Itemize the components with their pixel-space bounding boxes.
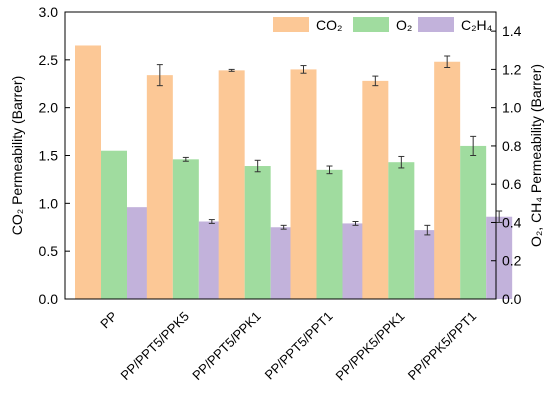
right-axis-label: O₂, CH₄ Permeability (Barrer)	[528, 64, 544, 247]
bar	[218, 70, 245, 300]
left-tick-label: 1.0	[39, 195, 59, 211]
legend-label: C₂H₄	[461, 17, 493, 33]
bar	[362, 80, 389, 299]
bar	[460, 145, 487, 299]
bar	[146, 75, 173, 299]
left-axis-label: CO₂ Permeability (Barrer)	[9, 76, 25, 235]
left-tick-label: 2.0	[39, 100, 59, 116]
bar	[172, 159, 199, 299]
bars-layer	[75, 45, 513, 300]
left-tick-label: 0.0	[39, 291, 59, 307]
legend: CO₂ O₂ C₂H₄	[273, 17, 493, 33]
left-tick-label: 0.5	[39, 243, 59, 259]
legend-swatch	[418, 17, 454, 32]
left-tick-label: 1.5	[39, 148, 59, 164]
legend-swatch	[353, 17, 389, 32]
bar	[388, 162, 415, 299]
bar	[290, 69, 317, 300]
bar	[244, 166, 271, 299]
right-tick-label: 0.6	[502, 176, 522, 192]
x-tick-label: PP/PPK5/PPK1	[332, 309, 407, 384]
left-tick-label: 2.5	[39, 52, 59, 68]
right-tick-label: 1.0	[502, 100, 522, 116]
right-tick-label: 0.4	[502, 214, 522, 230]
right-tick-label: 0.8	[502, 138, 522, 154]
right-tick-label: 0.0	[502, 291, 522, 307]
x-tick-label: PP	[97, 309, 120, 332]
bar	[486, 216, 513, 299]
right-tick-label: 1.2	[502, 61, 522, 77]
bar	[316, 169, 343, 299]
left-tick-label: 3.0	[39, 4, 59, 20]
x-tick-label: PP/PPT5/PPT1	[262, 309, 336, 383]
right-tick-label: 0.2	[502, 253, 522, 269]
legend-label: CO₂	[316, 17, 342, 33]
legend-label: O₂	[396, 17, 412, 33]
bar	[434, 61, 461, 299]
x-tick-label: PP/PPT5/PPK1	[189, 309, 263, 383]
x-tick-label: PP/PPK5/PPT1	[405, 309, 479, 383]
bar	[101, 150, 127, 299]
right-tick-label: 1.4	[502, 23, 522, 39]
bar	[75, 45, 101, 299]
x-tick-label: PP/PPT5/PPK5	[117, 309, 191, 383]
legend-swatch	[273, 17, 309, 32]
